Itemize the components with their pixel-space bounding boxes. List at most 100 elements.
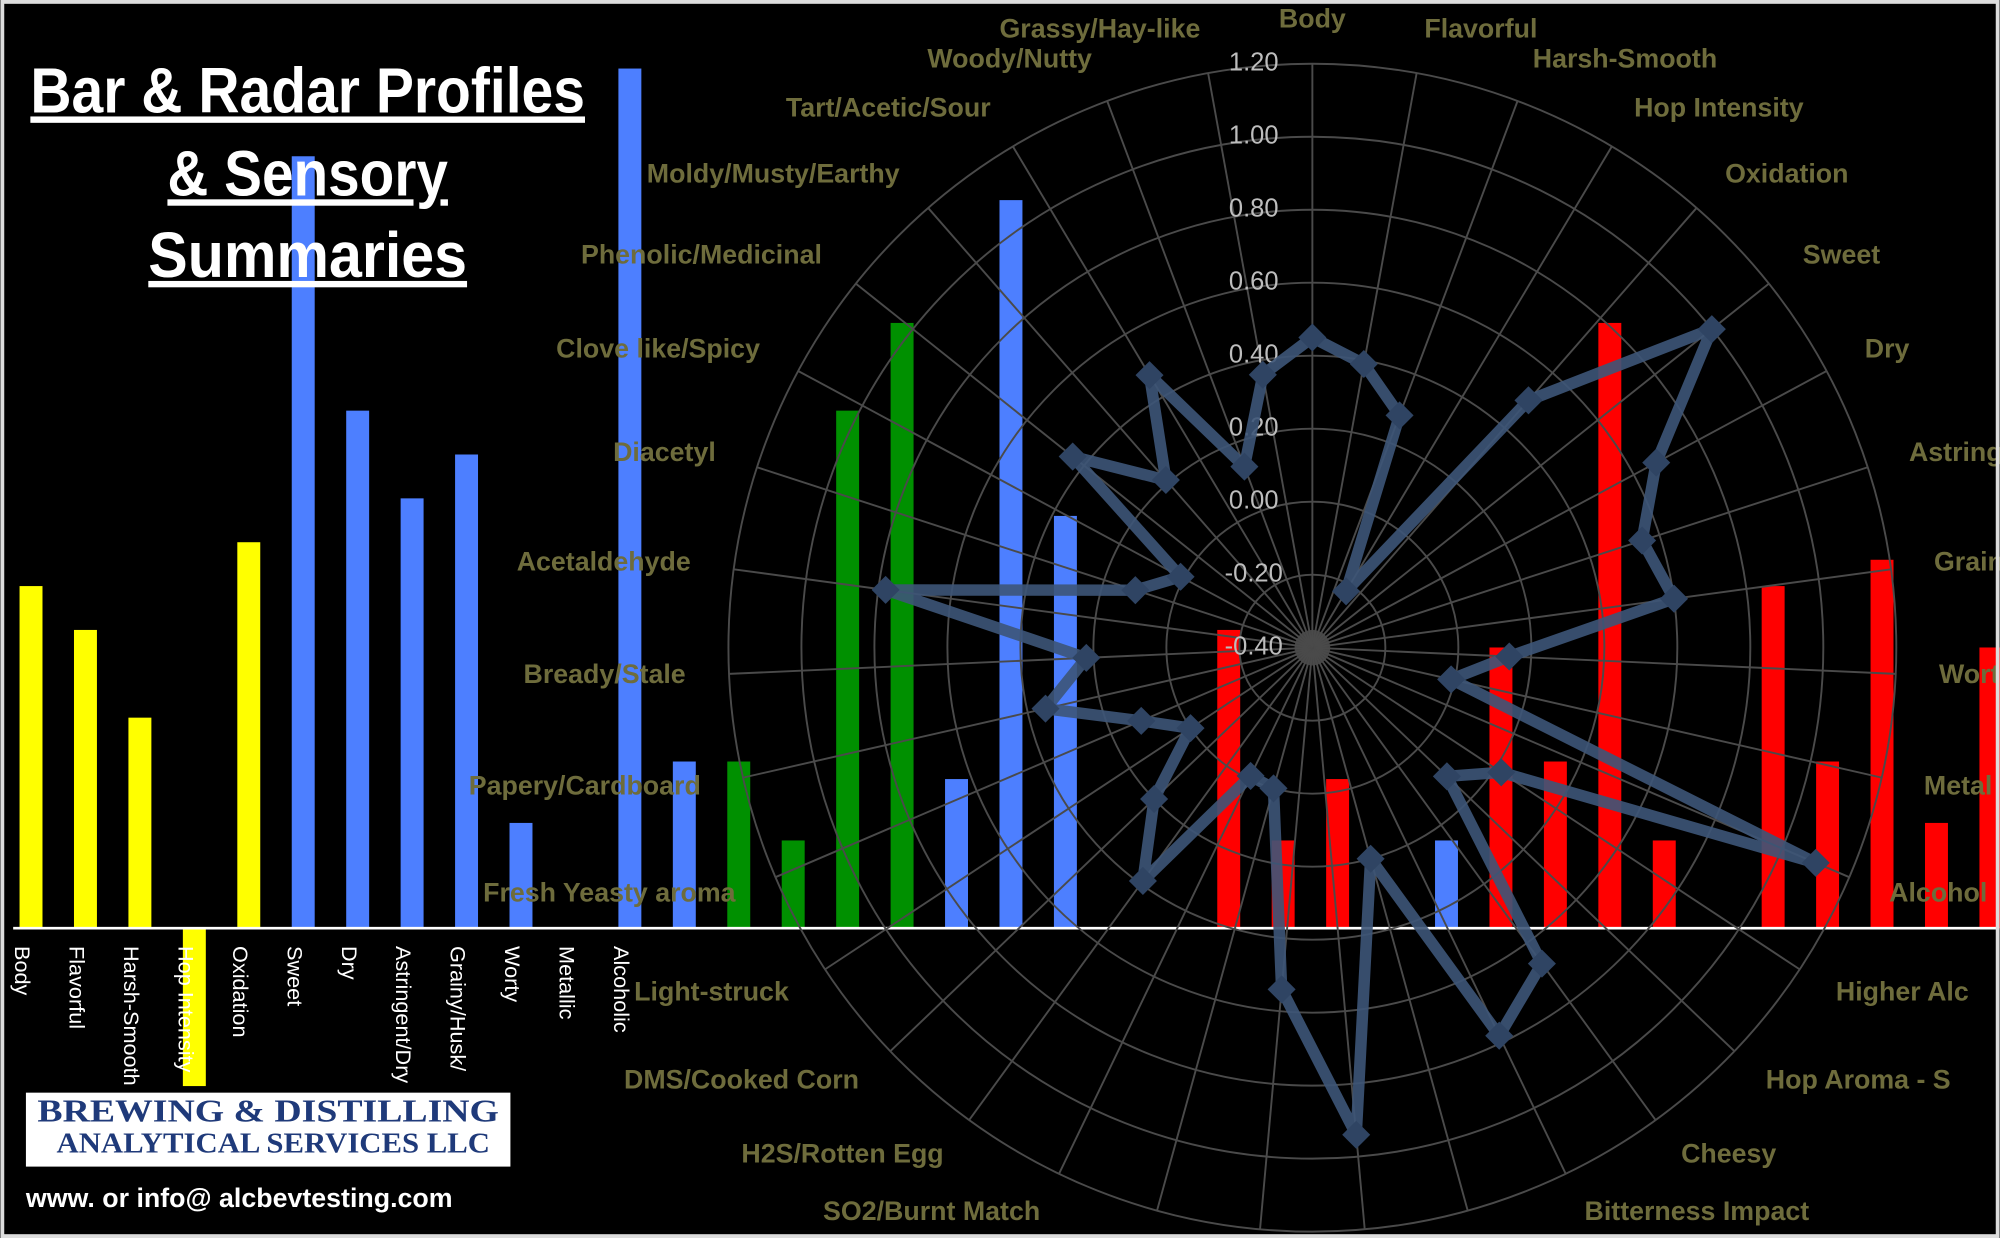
category-label: Diacetyl <box>613 437 716 467</box>
spoke <box>1311 145 1613 649</box>
category-label: Worty <box>1939 659 2000 689</box>
x-tick-label: Grainy/Husk/ <box>446 946 471 1072</box>
r-tick-label: -0.40 <box>1225 632 1283 660</box>
bar <box>509 822 533 929</box>
category-label: Bready/Stale <box>524 659 686 689</box>
category-label: Bitterness Impact <box>1585 1196 1810 1226</box>
x-tick-label: Sweet <box>282 946 307 1006</box>
category-label: Higher Alc <box>1836 976 1969 1006</box>
spoke <box>733 568 1313 649</box>
r-tick-label: 0.60 <box>1229 267 1279 295</box>
category-label: Harsh-Smooth <box>1533 43 1717 73</box>
spoke <box>1311 647 1469 1211</box>
category-label: Sweet <box>1803 240 1880 270</box>
category-label: Phenolic/Medicinal <box>581 240 822 270</box>
bar <box>182 928 206 1087</box>
bar <box>1217 629 1241 929</box>
category-label: Clove like/Spicy <box>556 334 760 364</box>
category-label: Metal <box>1924 770 1992 800</box>
bar <box>727 761 751 929</box>
radar-marker <box>871 575 900 604</box>
r-tick-label: -0.20 <box>1225 559 1283 587</box>
bar <box>1053 515 1077 929</box>
spoke <box>728 646 1313 675</box>
title-line: Summaries <box>148 219 467 291</box>
radar-marker <box>1495 642 1524 671</box>
radar-marker <box>1267 975 1296 1004</box>
x-tick-label: Oxidation <box>228 946 253 1038</box>
spoke <box>1312 568 1892 649</box>
bar <box>999 200 1023 929</box>
category-label: Dry <box>1865 334 1910 364</box>
x-tick-label: Worty <box>500 946 525 1002</box>
x-tick-label: Flavorful <box>65 946 90 1029</box>
radar-line <box>879 323 1822 1141</box>
x-tick-label: Harsh-Smooth <box>119 946 144 1086</box>
spoke <box>1259 647 1314 1230</box>
category-label: Cheesy <box>1681 1138 1776 1168</box>
spoke <box>1106 100 1314 649</box>
bar <box>1870 559 1894 929</box>
spoke <box>1311 646 1801 971</box>
category-label: Hop Aroma - S <box>1766 1064 1951 1094</box>
category-label: H2S/Rotten Egg <box>741 1138 943 1168</box>
spoke <box>1312 466 1869 649</box>
r-tick-label: 1.00 <box>1229 121 1279 149</box>
radar-marker <box>1332 577 1361 606</box>
x-tick-label: Metallic <box>555 946 580 1020</box>
bar <box>618 68 642 929</box>
spoke <box>1311 370 1828 649</box>
bar <box>1979 647 2000 929</box>
spoke <box>1311 647 1657 1121</box>
category-label: SO2/Burnt Match <box>823 1196 1040 1226</box>
bar <box>19 586 43 929</box>
spoke <box>1311 282 1770 649</box>
bar <box>781 840 805 929</box>
bar <box>128 717 152 929</box>
category-label: Hop Intensity <box>1634 92 1804 122</box>
radar-marker <box>1058 442 1087 471</box>
bar <box>73 629 97 929</box>
footer-text: www. or info@ alcbevtesting.com <box>25 1183 453 1213</box>
spoke <box>1311 100 1519 649</box>
bar <box>1435 840 1458 929</box>
category-label: Astringen <box>1909 437 2000 467</box>
category-label: Grainy <box>1934 547 2000 577</box>
bar <box>1652 840 1676 929</box>
radar-marker <box>1697 315 1726 344</box>
radar-marker <box>1385 401 1414 430</box>
category-label: Grassy/Hay-like <box>999 14 1200 44</box>
spoke <box>1156 647 1314 1211</box>
radar-marker <box>1176 714 1205 743</box>
bar <box>672 761 696 929</box>
r-tick-label: 0.80 <box>1229 194 1279 222</box>
radar-marker <box>1628 526 1657 555</box>
x-tick-label: Body <box>10 946 35 996</box>
radar-marker <box>1135 361 1164 390</box>
x-tick-label: Hop Intensity <box>173 946 198 1073</box>
spoke <box>1311 646 1736 1052</box>
spoke <box>889 646 1314 1052</box>
bar <box>291 156 315 929</box>
logo-text: ANALYTICAL SERVICES LLC <box>57 1129 490 1160</box>
category-label: Papery/Cardboard <box>469 770 701 800</box>
radar-marker <box>1801 848 1830 877</box>
spoke <box>797 370 1313 649</box>
bar <box>945 779 968 929</box>
radar-marker <box>1298 323 1327 352</box>
spoke <box>775 646 1313 879</box>
category-label: Body <box>1279 3 1346 33</box>
bar-chart: Body Flavorful Harsh-Smooth Hop Intensity Ox… <box>10 68 2000 1087</box>
bar <box>1761 586 1785 929</box>
spoke <box>824 646 1313 971</box>
bar <box>455 454 479 929</box>
bar <box>1924 822 1948 929</box>
category-label: Oxidation <box>1725 158 1848 188</box>
radar-marker <box>1642 448 1671 477</box>
x-tick-label: Astringent/Dry <box>391 946 416 1083</box>
category-label: Alcohol <box>1889 877 1987 907</box>
